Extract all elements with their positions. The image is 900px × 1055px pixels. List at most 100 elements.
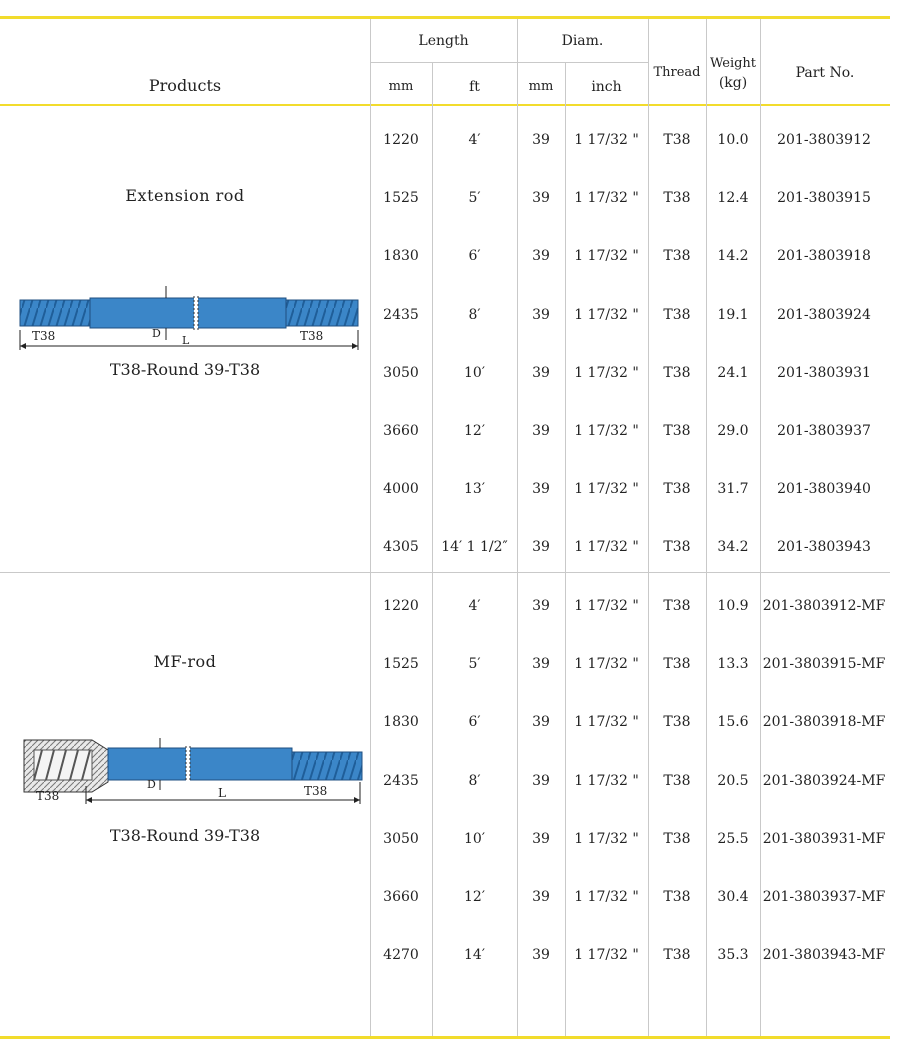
cell-ft: 6′ (468, 714, 481, 730)
cell-mm: 3050 (383, 831, 419, 847)
col-divider (517, 19, 518, 1036)
cell-ft: 8′ (468, 773, 481, 789)
cell-thread: T38 (663, 889, 691, 905)
cell-weight: 29.0 (717, 423, 749, 439)
cell-thread: T38 (663, 307, 691, 323)
cell-thread: T38 (663, 481, 691, 497)
top-rule (0, 16, 890, 19)
extension-rod-diagram: T38 T38 D L (19, 286, 359, 350)
cell-dmm: 39 (532, 656, 550, 672)
cell-inch: 1 17/32 " (574, 773, 639, 789)
cell-thread: T38 (663, 656, 691, 672)
cell-ft: 10′ (464, 831, 485, 847)
cell-mm: 1830 (383, 714, 419, 730)
cell-mm: 4000 (383, 481, 419, 497)
diagram-right-label: T38 (304, 784, 327, 798)
cell-inch: 1 17/32 " (574, 248, 639, 264)
cell-thread: T38 (663, 598, 691, 614)
cell-weight: 10.0 (717, 132, 749, 148)
cell-dmm: 39 (532, 481, 550, 497)
cell-inch: 1 17/32 " (574, 831, 639, 847)
cell-weight: 14.2 (717, 248, 749, 264)
header-length: Length (418, 33, 469, 49)
diagram-left-label: T38 (32, 329, 55, 343)
cell-ft: 12′ (464, 889, 485, 905)
cell-inch: 1 17/32 " (574, 423, 639, 439)
cell-ft: 8′ (468, 307, 481, 323)
cell-part: 201-3803924-MF (762, 773, 886, 789)
header-weight-unit: (kg) (718, 75, 748, 91)
cell-part: 201-3803940 (777, 481, 871, 497)
cell-thread: T38 (663, 947, 691, 963)
cell-part: 201-3803937-MF (762, 889, 886, 905)
cell-weight: 34.2 (717, 539, 749, 555)
diagram-d-label: D (152, 327, 161, 340)
cell-mm: 3050 (383, 365, 419, 381)
header-length-mm: mm (388, 79, 414, 94)
cell-mm: 4305 (383, 539, 419, 555)
cell-ft: 5′ (468, 190, 481, 206)
cell-weight: 20.5 (717, 773, 749, 789)
header-subrule (370, 62, 648, 63)
cell-weight: 12.4 (717, 190, 749, 206)
cell-part: 201-3803912 (777, 132, 871, 148)
cell-dmm: 39 (532, 773, 550, 789)
col-divider (706, 19, 707, 1036)
header-products: Products (148, 76, 222, 95)
cell-weight: 35.3 (717, 947, 749, 963)
col-divider (648, 19, 649, 1036)
cell-inch: 1 17/32 " (574, 365, 639, 381)
product-name: MF-rod (153, 652, 217, 671)
cell-dmm: 39 (532, 714, 550, 730)
header-diam-mm: mm (528, 79, 554, 94)
header-length-ft: ft (469, 79, 480, 95)
diagram-l-label: L (218, 786, 226, 800)
cell-mm: 3660 (383, 423, 419, 439)
cell-inch: 1 17/32 " (574, 598, 639, 614)
cell-part: 201-3803924 (777, 307, 871, 323)
diagram-l-label: L (182, 334, 190, 347)
header-weight: Weight (709, 56, 757, 71)
cell-ft: 12′ (464, 423, 485, 439)
cell-dmm: 39 (532, 423, 550, 439)
col-divider (565, 62, 566, 1036)
cell-thread: T38 (663, 132, 691, 148)
cell-dmm: 39 (532, 598, 550, 614)
cell-inch: 1 17/32 " (574, 481, 639, 497)
cell-thread: T38 (663, 365, 691, 381)
cell-ft: 14′ (464, 947, 485, 963)
cell-ft: 4′ (468, 132, 481, 148)
cell-dmm: 39 (532, 889, 550, 905)
col-divider (370, 19, 371, 1036)
cell-ft: 14′ 1 1/2″ (441, 539, 508, 555)
cell-weight: 10.9 (717, 598, 749, 614)
mf-rod-diagram: T38 T38 D L (23, 738, 363, 804)
cell-mm: 1525 (383, 656, 419, 672)
cell-weight: 30.4 (717, 889, 749, 905)
header-thread: Thread (653, 65, 701, 80)
cell-inch: 1 17/32 " (574, 307, 639, 323)
cell-part: 201-3803918-MF (762, 714, 886, 730)
cell-thread: T38 (663, 248, 691, 264)
cell-part: 201-3803918 (777, 248, 871, 264)
cell-part: 201-3803915-MF (762, 656, 886, 672)
cell-weight: 13.3 (717, 656, 749, 672)
cell-thread: T38 (663, 831, 691, 847)
cell-part: 201-3803912-MF (762, 598, 886, 614)
cell-mm: 4270 (383, 947, 419, 963)
cell-inch: 1 17/32 " (574, 889, 639, 905)
cell-inch: 1 17/32 " (574, 132, 639, 148)
cell-ft: 13′ (464, 481, 485, 497)
cell-dmm: 39 (532, 947, 550, 963)
product-name: Extension rod (125, 186, 245, 205)
col-divider (432, 62, 433, 1036)
cell-inch: 1 17/32 " (574, 714, 639, 730)
product-caption: T38-Round 39-T38 (109, 360, 261, 379)
cell-weight: 19.1 (717, 307, 749, 323)
cell-mm: 1830 (383, 248, 419, 264)
cell-dmm: 39 (532, 831, 550, 847)
cell-weight: 31.7 (717, 481, 749, 497)
cell-part: 201-3803943-MF (762, 947, 886, 963)
cell-weight: 25.5 (717, 831, 749, 847)
cell-part: 201-3803943 (777, 539, 871, 555)
